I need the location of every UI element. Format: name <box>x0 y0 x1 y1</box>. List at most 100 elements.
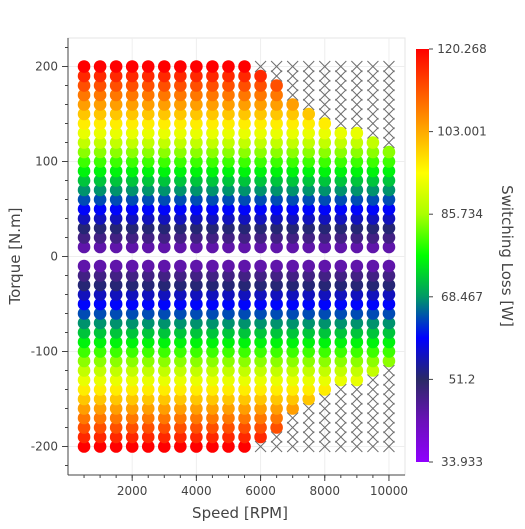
loss-point <box>270 278 283 292</box>
loss-point <box>318 364 332 377</box>
loss-point <box>302 364 316 377</box>
loss-point <box>382 297 396 311</box>
loss-point <box>238 440 251 453</box>
loss-point <box>334 364 348 377</box>
loss-point <box>190 316 203 330</box>
loss-point <box>254 364 267 377</box>
loss-point <box>93 164 107 178</box>
loss-point <box>190 421 203 434</box>
loss-point <box>286 288 299 301</box>
loss-point <box>366 269 380 282</box>
loss-point <box>109 155 123 168</box>
loss-point <box>93 212 107 225</box>
loss-point <box>206 145 219 159</box>
loss-point <box>270 364 283 377</box>
invalid-point-marker <box>334 383 347 396</box>
loss-point <box>141 335 155 349</box>
loss-point <box>366 240 380 254</box>
loss-point <box>190 345 203 358</box>
loss-point <box>286 183 299 197</box>
loss-point <box>141 316 155 330</box>
loss-point <box>350 221 364 235</box>
loss-point <box>334 240 348 254</box>
loss-point <box>190 288 203 301</box>
loss-point <box>238 392 251 406</box>
loss-point <box>77 269 91 282</box>
loss-point <box>174 259 187 273</box>
loss-point <box>141 259 155 273</box>
loss-point <box>254 383 267 396</box>
loss-point <box>125 240 139 254</box>
loss-point <box>174 79 187 92</box>
loss-point <box>318 288 332 301</box>
loss-point <box>350 202 364 216</box>
loss-point <box>174 421 187 434</box>
loss-point <box>77 126 91 140</box>
loss-point <box>302 212 316 225</box>
invalid-point-marker <box>383 374 395 386</box>
loss-point <box>350 174 364 187</box>
loss-point <box>174 240 187 254</box>
loss-point <box>222 221 235 235</box>
loss-point <box>238 155 251 168</box>
loss-point <box>109 421 123 434</box>
loss-point <box>141 297 155 311</box>
loss-point <box>206 345 219 358</box>
loss-point <box>174 278 187 292</box>
loss-point <box>77 383 91 396</box>
loss-point <box>206 164 219 178</box>
loss-point <box>350 259 364 273</box>
loss-point <box>302 278 316 292</box>
invalid-point-marker <box>367 431 379 443</box>
loss-point <box>286 164 299 178</box>
invalid-point-marker <box>270 431 283 443</box>
loss-point <box>77 240 91 254</box>
loss-point <box>318 126 332 140</box>
loss-point <box>222 126 235 140</box>
loss-point <box>157 421 171 434</box>
loss-point <box>350 354 364 368</box>
loss-point <box>382 326 396 339</box>
loss-point <box>334 288 348 301</box>
loss-point <box>125 212 139 225</box>
invalid-point-marker <box>351 431 363 443</box>
invalid-point-marker <box>286 440 299 453</box>
y-tick-label: -200 <box>31 440 58 454</box>
invalid-point-marker <box>351 421 363 434</box>
loss-point <box>174 430 187 444</box>
loss-point <box>141 221 155 235</box>
loss-point <box>238 354 251 368</box>
loss-point <box>206 335 219 349</box>
invalid-point-marker <box>318 393 331 405</box>
loss-point <box>141 231 155 244</box>
loss-point <box>222 193 235 206</box>
loss-point <box>174 117 187 130</box>
loss-point <box>302 202 316 216</box>
loss-point <box>206 392 219 406</box>
loss-point <box>174 98 187 111</box>
loss-point <box>157 88 171 102</box>
loss-point <box>382 278 396 292</box>
invalid-point-marker <box>383 421 395 434</box>
x-axis-label: Speed [RPM] <box>192 504 288 522</box>
loss-point <box>125 155 139 168</box>
loss-point <box>77 155 91 168</box>
loss-point <box>238 383 251 396</box>
loss-point <box>190 202 203 216</box>
invalid-point-marker <box>302 89 315 101</box>
loss-point <box>125 98 139 111</box>
loss-point <box>157 288 171 301</box>
loss-point <box>222 278 235 292</box>
loss-point <box>125 117 139 130</box>
loss-point <box>125 278 139 292</box>
loss-point <box>174 326 187 339</box>
loss-point <box>141 60 155 73</box>
loss-point <box>366 202 380 216</box>
loss-point <box>174 212 187 225</box>
loss-point <box>222 402 235 415</box>
loss-point <box>109 259 123 273</box>
invalid-point-marker <box>302 421 315 434</box>
loss-point <box>350 278 364 292</box>
loss-point <box>93 373 107 387</box>
loss-point <box>238 79 251 92</box>
